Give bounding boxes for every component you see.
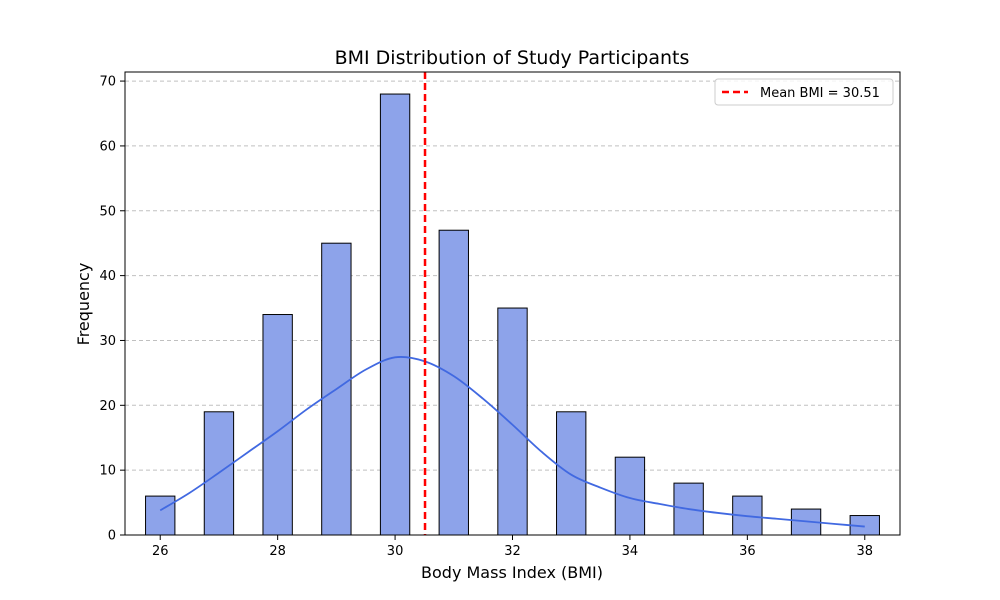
bar-26: [145, 495, 176, 536]
x-axis-label: Body Mass Index (BMI): [421, 563, 603, 582]
x-tick-label-34: 34: [622, 544, 639, 559]
x-tick-label-26: 26: [152, 544, 169, 559]
x-tick-label-28: 28: [269, 544, 286, 559]
kde-curve: [159, 355, 865, 528]
legend-mean-label: Mean BMI = 30.51: [760, 86, 880, 101]
x-tick-label-32: 32: [504, 544, 521, 559]
x-tick-label-36: 36: [739, 544, 756, 559]
chart-title: BMI Distribution of Study Participants: [335, 47, 690, 69]
kde-layer: [159, 355, 865, 528]
y-tick-label-30: 30: [99, 334, 116, 349]
y-tick-label-0: 0: [108, 529, 116, 544]
bar-34: [614, 456, 646, 536]
legend: Mean BMI = 30.51: [714, 78, 894, 106]
bar-33: [556, 411, 587, 536]
y-tick-label-40: 40: [99, 269, 116, 284]
x-tick-label-30: 30: [387, 544, 404, 559]
y-tick-label-60: 60: [99, 139, 116, 154]
x-tick-label-38: 38: [856, 544, 873, 559]
y-tick-label-10: 10: [99, 464, 116, 479]
bar-28: [262, 314, 293, 536]
x-axis-ticks: 26 28 30 32 34 36 38: [152, 535, 873, 559]
y-tick-label-50: 50: [99, 204, 116, 219]
bar-32: [497, 307, 528, 536]
bars-layer: [145, 93, 880, 536]
bar-30: [379, 93, 411, 536]
y-tick-label-70: 70: [99, 75, 116, 90]
y-tick-label-20: 20: [99, 399, 116, 414]
legend-box: [714, 78, 894, 106]
y-axis-label: Frequency: [74, 263, 93, 346]
y-axis-ticks: 0 10 20 30 40 50 60 70: [99, 75, 125, 544]
